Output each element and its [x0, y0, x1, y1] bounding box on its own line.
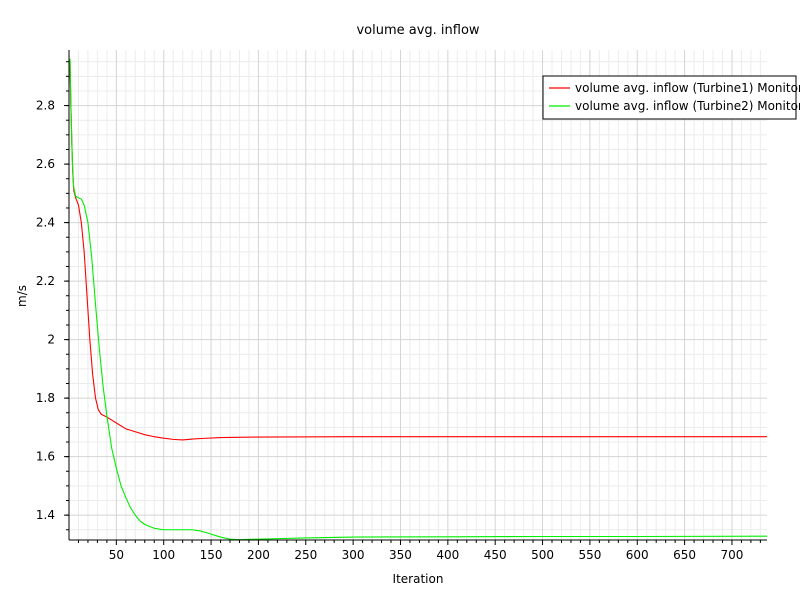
x-axis-ticks: 50 100 150 200 250 300 350 400 450 500 550 600 650 70… — [77, 540, 761, 562]
legend: volume avg. inflow (Turbine1) Monitor vo… — [542, 75, 800, 120]
y-tick-label: 1.6 — [36, 450, 55, 464]
y-tick-label: 2.6 — [36, 157, 55, 171]
x-tick-label: 450 — [484, 548, 507, 562]
y-tick-label: 2 — [47, 333, 55, 347]
x-tick-label: 50 — [109, 548, 124, 562]
minor-grid — [69, 50, 767, 540]
x-tick-label: 550 — [578, 548, 601, 562]
chart-title: volume avg. inflow — [356, 23, 479, 38]
series-line-turbine2 — [69, 58, 767, 540]
legend-box — [542, 75, 797, 120]
y-tick-label: 1.4 — [36, 508, 55, 522]
legend-label-turbine2: volume avg. inflow (Turbine2) Monitor — [575, 99, 800, 113]
y-tick-label: 2.2 — [36, 274, 55, 288]
x-tick-label: 250 — [294, 548, 317, 562]
legend-label-turbine1: volume avg. inflow (Turbine1) Monitor — [575, 81, 800, 95]
x-tick-label: 700 — [721, 548, 744, 562]
x-tick-label: 150 — [200, 548, 223, 562]
x-tick-label: 200 — [247, 548, 270, 562]
x-tick-label: 650 — [673, 548, 696, 562]
x-tick-label: 500 — [531, 548, 554, 562]
y-axis-label: m/s — [15, 285, 29, 307]
x-tick-label: 400 — [436, 548, 459, 562]
plot-area: 50 100 150 200 250 300 350 400 450 500 550 600 650 70… — [36, 50, 767, 562]
x-tick-label: 600 — [626, 548, 649, 562]
y-tick-label: 2.8 — [36, 99, 55, 113]
y-axis-ticks: 1.4 1.6 1.8 2 2.2 2.4 2.6 2.8 — [36, 61, 69, 531]
series-layer — [69, 58, 767, 540]
x-axis-label: Iteration — [393, 572, 444, 586]
series-line-turbine1 — [69, 58, 767, 441]
x-tick-label: 350 — [389, 548, 412, 562]
y-tick-label: 1.8 — [36, 391, 55, 405]
plot-background — [69, 50, 767, 540]
axes — [68, 50, 767, 541]
x-tick-label: 100 — [152, 548, 175, 562]
x-tick-label: 300 — [342, 548, 365, 562]
y-tick-label: 2.4 — [36, 216, 55, 230]
